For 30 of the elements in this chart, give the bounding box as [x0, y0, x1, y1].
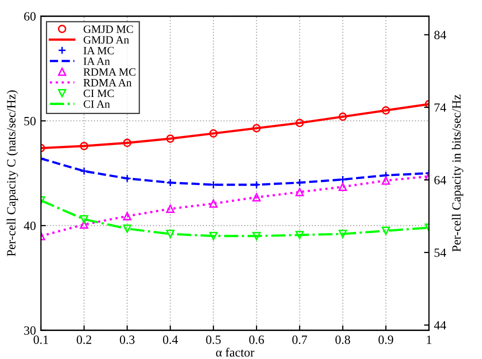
- x-tick-label: 0.7: [292, 336, 308, 344]
- x-tick-label: 0.2: [76, 336, 92, 344]
- y-tick-label: 40: [24, 222, 36, 230]
- y-tick-label: 50: [24, 116, 36, 126]
- legend-label: CI MC: [84, 90, 114, 98]
- x-tick-label: 0.9: [378, 336, 394, 344]
- legend-label: IA MC: [84, 46, 114, 54]
- legend-label: IA An: [84, 58, 110, 65]
- x-tick-label: 0.4: [162, 336, 178, 344]
- x-tick-label: 1: [426, 336, 432, 344]
- x-tick-label: 0.8: [335, 336, 350, 344]
- legend-label: RDMA MC: [84, 68, 136, 76]
- y2-tick-label: 74: [434, 103, 446, 112]
- y2-axis-title: Per-cell Capacity in bits/sec/Hz: [452, 94, 464, 252]
- legend-label: CI An: [84, 100, 110, 108]
- legend-label: GMJD An: [84, 36, 130, 44]
- y2-tick-label: 64: [434, 176, 446, 184]
- x-tick-label: 0.1: [34, 336, 48, 344]
- x-tick-label: 0.3: [120, 336, 135, 344]
- y2-tick-label: 84: [434, 30, 446, 40]
- y2-tick-label: 44: [434, 321, 446, 330]
- legend-label: RDMA An: [84, 78, 132, 86]
- x-axis-title: α factor: [216, 348, 254, 357]
- y-tick-label: 30: [24, 326, 36, 335]
- x-tick-label: 0.6: [249, 336, 264, 344]
- y-axis-title: Per-cell Capacity C (nats/sec/Hz): [6, 90, 18, 256]
- y2-tick-label: 54: [434, 248, 446, 257]
- legend-label: GMJD MC: [84, 25, 133, 33]
- y-tick-label: 60: [24, 12, 36, 21]
- x-tick-label: 0.5: [206, 336, 221, 344]
